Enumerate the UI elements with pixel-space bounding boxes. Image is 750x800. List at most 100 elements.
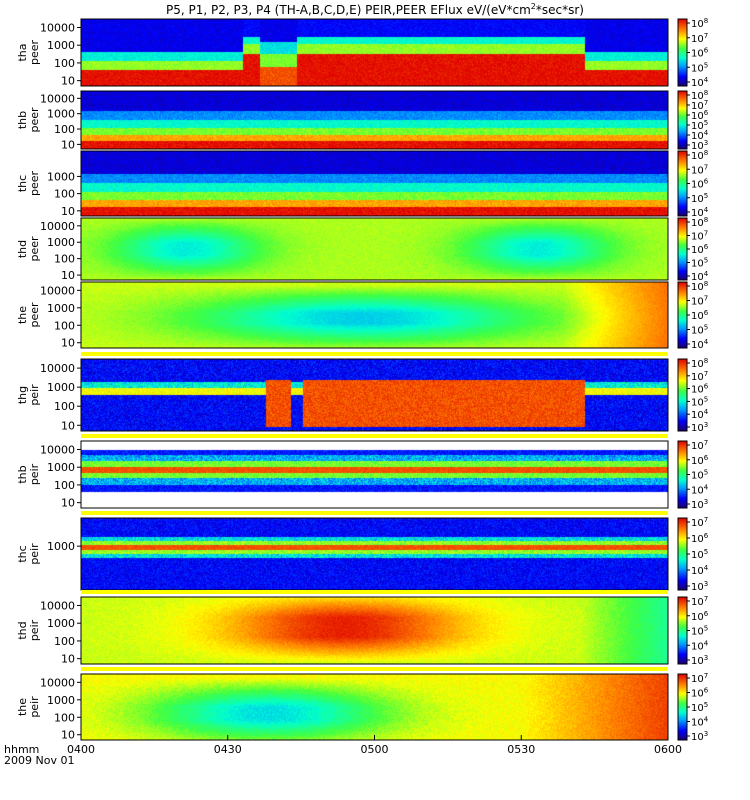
x-tick-label: 0600 — [654, 743, 682, 756]
y-tick-label: 1000 — [47, 236, 75, 249]
colorbar-tick-label: 107 — [691, 595, 708, 608]
y-label-probe: thd — [16, 621, 29, 639]
colorbar-tick-label: 108 — [691, 357, 708, 370]
colorbar — [677, 358, 688, 432]
spectrogram-image — [81, 597, 668, 664]
colorbar — [677, 596, 688, 665]
colorbar-tick-label: 105 — [691, 257, 708, 270]
x-tick-label: 0400 — [67, 743, 95, 756]
y-tick-label: 10000 — [40, 599, 75, 612]
y-label-probe: thc — [16, 175, 29, 192]
y-label-species: peir — [28, 696, 41, 718]
colorbar — [677, 517, 688, 591]
colorbar-tick-label: 106 — [691, 47, 709, 60]
colorbar-tick-label: 105 — [691, 701, 708, 714]
y-tick-label: 10 — [61, 205, 75, 218]
y-tick-label: 100 — [54, 319, 75, 332]
colorbar-tick-label: 105 — [691, 324, 708, 337]
colorbar — [677, 440, 688, 509]
colorbar-tick-label: 108 — [691, 280, 708, 293]
colorbar-tick-label: 103 — [691, 421, 708, 434]
colorbar-tick-label: 104 — [691, 338, 709, 351]
y-label-species: peir — [28, 543, 41, 565]
spectrogram-image — [81, 91, 668, 149]
colorbar-tick-label: 104 — [691, 206, 709, 219]
colorbar-tick-label: 104 — [691, 716, 709, 729]
colorbar-tick-label: 106 — [691, 532, 709, 545]
y-tick-label: 100 — [54, 123, 75, 136]
y-tick-label: 100 — [54, 253, 75, 266]
y-tick-label: 1000 — [47, 39, 75, 52]
y-tick-label: 10000 — [40, 362, 75, 375]
x-axis-label-date: 2009 Nov 01 — [4, 754, 74, 767]
panel-frame — [80, 596, 669, 665]
y-tick-label: 10 — [61, 75, 75, 88]
colorbar-tick-label: 108 — [691, 216, 708, 229]
x-axis-label-hhmm: hhmm — [4, 743, 39, 756]
panel-frame — [80, 281, 669, 349]
colorbar — [677, 150, 688, 217]
y-label-probe: thc — [16, 545, 29, 562]
colorbar-tick-label: 104 — [691, 564, 709, 577]
colorbar-tick-label: 103 — [691, 730, 708, 743]
colorbar — [677, 217, 688, 281]
y-tick-label: 100 — [54, 57, 75, 70]
colorbar-tick-label: 107 — [691, 370, 708, 383]
y-tick-label: 1000 — [47, 461, 75, 474]
colorbar-tick-label: 106 — [691, 243, 709, 256]
x-tick-label: 0530 — [507, 743, 535, 756]
y-tick-label: 10 — [61, 337, 75, 350]
colorbar-tick-label: 108 — [691, 89, 708, 102]
y-label-species: peer — [28, 107, 41, 133]
y-tick-label: 10000 — [40, 92, 75, 105]
colorbar-tick-label: 105 — [691, 395, 708, 408]
y-label-probe: tha — [16, 43, 29, 61]
y-tick-label: 100 — [54, 188, 75, 201]
colorbar-tick-label: 104 — [691, 129, 709, 142]
y-tick-label: 1000 — [47, 381, 75, 394]
panel-frame — [80, 18, 669, 87]
colorbar-tick-label: 108 — [691, 17, 708, 30]
y-label-species: peer — [28, 236, 41, 262]
colorbar-tick-label: 103 — [691, 498, 708, 511]
x-tick-label: 0500 — [361, 743, 389, 756]
y-label-species: peir — [28, 384, 41, 406]
colorbar-tick-label: 107 — [691, 516, 708, 529]
y-label-probe: the — [16, 306, 29, 324]
colorbar-tick-label: 103 — [691, 139, 708, 152]
panel-frame — [80, 90, 669, 150]
colorbar-tick-label: 106 — [691, 383, 709, 396]
spectrogram-image — [81, 359, 668, 431]
colorbar-tick-label: 107 — [691, 230, 708, 243]
spectrogram-image — [81, 218, 668, 280]
colorbar-tick-label: 105 — [691, 192, 708, 205]
colorbar-tick-label: 106 — [691, 454, 709, 467]
y-label-probe: thb — [16, 465, 29, 483]
y-tick-label: 100 — [54, 711, 75, 724]
y-tick-label: 1000 — [47, 617, 75, 630]
gap-strip — [81, 352, 668, 356]
y-label-probe: thb — [16, 111, 29, 129]
colorbar-tick-label: 105 — [691, 119, 708, 132]
colorbar-tick-label: 105 — [691, 469, 708, 482]
colorbar-tick-label: 103 — [691, 580, 708, 593]
colorbar-tick-label: 106 — [691, 610, 709, 623]
y-label-probe: the — [16, 698, 29, 716]
y-tick-label: 10 — [61, 497, 75, 510]
colorbar-tick-label: 107 — [691, 32, 708, 45]
spectrogram-image — [81, 518, 668, 590]
colorbar-tick-label: 104 — [691, 483, 709, 496]
y-tick-label: 1000 — [47, 302, 75, 315]
colorbar — [677, 673, 688, 741]
figure-title: P5, P1, P2, P3, P4 (TH-A,B,C,D,E) PEIR,P… — [166, 2, 584, 17]
